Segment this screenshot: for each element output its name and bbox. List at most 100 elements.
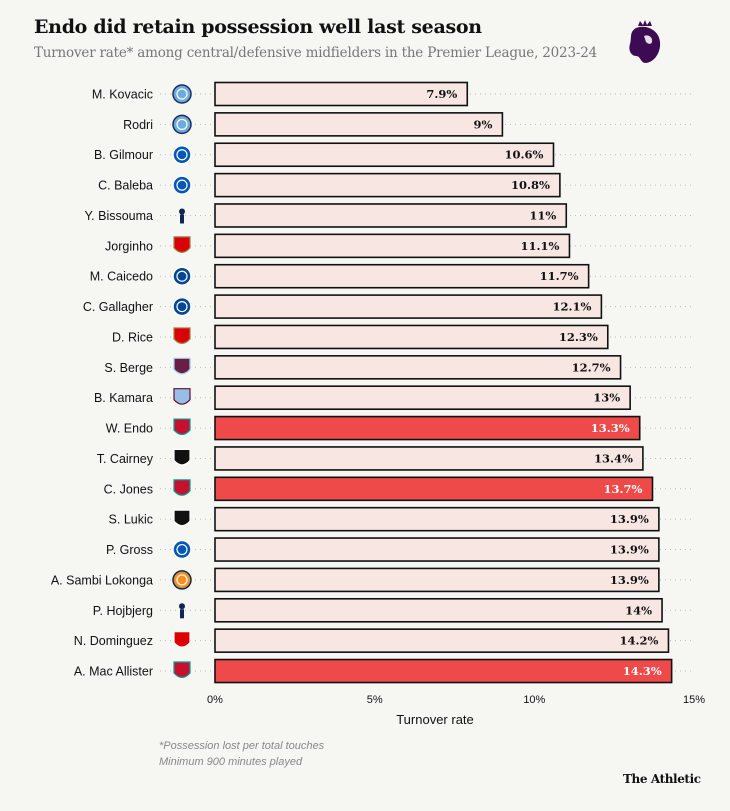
club-crest-icon: [173, 388, 191, 405]
player-label-b-kamara: B. Kamara: [94, 391, 153, 405]
player-label-n-dominguez: N. Dominguez: [74, 634, 153, 648]
value-label-a-sambi-lokonga: 13.9%: [610, 573, 649, 587]
value-label-p-gross: 13.9%: [610, 543, 649, 557]
club-crest-icon: [172, 84, 192, 104]
value-label-y-bissouma: 11%: [529, 208, 556, 222]
club-crest-icon: [180, 609, 184, 619]
player-label-t-cairney: T. Cairney: [97, 452, 154, 466]
player-label-c-jones: C. Jones: [104, 482, 153, 496]
club-crest-icon: [176, 149, 188, 161]
club-crest-icon: [173, 236, 191, 253]
player-label-p-hojbjerg: P. Hojbjerg: [93, 604, 153, 618]
x-tick-label: 10%: [523, 694, 545, 706]
value-label-c-gallagher: 12.1%: [552, 300, 591, 314]
value-label-n-dominguez: 14.2%: [620, 634, 659, 648]
player-label-a-sambi-lokonga: A. Sambi Lokonga: [51, 573, 153, 587]
club-crest-icon: [176, 300, 188, 313]
player-label-jorginho: Jorginho: [105, 239, 153, 253]
club-crest-icon: [172, 144, 192, 165]
value-label-t-cairney: 13.4%: [594, 451, 633, 465]
club-crest-icon: [176, 574, 188, 586]
footnote: *Possession lost per total touches Minim…: [159, 738, 324, 770]
club-crest-icon: [176, 88, 188, 100]
club-crest-icon: [176, 118, 188, 130]
player-label-m-kovacic: M. Kovacic: [92, 88, 153, 102]
club-crest-icon: [173, 479, 191, 496]
value-label-m-kovacic: 7.9%: [426, 87, 457, 101]
club-crest-icon: [173, 418, 191, 436]
value-label-b-kamara: 13%: [593, 391, 620, 405]
player-label-p-gross: P. Gross: [106, 543, 153, 557]
club-crest-icon: [172, 175, 192, 195]
value-label-m-caicedo: 11.7%: [540, 269, 579, 283]
value-label-s-lukic: 13.9%: [610, 512, 649, 526]
value-label-c-jones: 13.7%: [604, 482, 643, 496]
player-label-c-gallagher: C. Gallagher: [83, 300, 153, 314]
club-crest-icon: [176, 270, 188, 282]
bar-a-mac-allister: [214, 658, 673, 684]
bar-m-kovacic: [214, 81, 469, 107]
value-label-a-mac-allister: 14.3%: [623, 664, 662, 678]
x-tick-label: 0%: [207, 694, 223, 706]
value-label-rodri: 9%: [473, 117, 492, 131]
club-crest-icon: [176, 179, 188, 191]
bar-n-dominguez: [214, 628, 670, 653]
bar-t-cairney: [214, 446, 644, 471]
chart-title: Endo did retain possession well last sea…: [34, 16, 482, 38]
club-crest-icon: [180, 214, 184, 224]
bar-c-jones: [214, 476, 654, 502]
player-label-b-gilmour: B. Gilmour: [94, 148, 153, 162]
club-crest-icon: [173, 448, 191, 466]
value-label-p-hojbjerg: 14%: [625, 603, 652, 617]
player-label-w-endo: W. Endo: [106, 422, 153, 436]
footnote-line-1: *Possession lost per total touches: [159, 740, 325, 752]
player-label-rodri: Rodri: [123, 118, 153, 132]
club-crest-icon: [173, 509, 191, 527]
club-crest-icon: [173, 327, 191, 345]
player-label-m-caicedo: M. Caicedo: [90, 270, 153, 284]
x-tick-label: 5%: [367, 694, 383, 706]
value-label-c-baleba: 10.8%: [511, 178, 550, 192]
x-tick-label: 15%: [683, 694, 705, 706]
value-label-d-rice: 12.3%: [559, 330, 598, 344]
club-crest-icon: [172, 570, 192, 590]
value-label-s-berge: 12.7%: [572, 360, 611, 374]
club-crest-icon: [179, 208, 185, 215]
bar-p-hojbjerg: [214, 597, 663, 623]
bar-rodri: [214, 112, 504, 137]
player-label-y-bissouma: Y. Bissouma: [84, 209, 153, 223]
bar-chart: M. Kovacic 7.9% Rodri 9% B. Gilmour 10.6% C. B…: [51, 81, 705, 706]
club-crest-icon: [173, 357, 191, 375]
bar-c-baleba: [214, 172, 561, 198]
value-label-w-endo: 13.3%: [591, 421, 630, 435]
bar-b-kamara: [214, 385, 631, 411]
club-crest-icon: [172, 114, 192, 135]
bar-y-bissouma: [214, 203, 568, 228]
club-crest-icon: [173, 631, 191, 648]
club-crest-icon: [172, 266, 192, 286]
player-label-a-mac-allister: A. Mac Allister: [74, 665, 153, 679]
bar-c-gallagher: [214, 294, 603, 319]
club-crest-icon: [179, 603, 185, 610]
player-label-s-lukic: S. Lukic: [109, 513, 153, 527]
bar-a-sambi-lokonga: [214, 567, 660, 593]
x-axis-label: Turnover rate: [396, 712, 474, 727]
footnote-line-2: Minimum 900 minutes played: [159, 756, 303, 768]
bar-w-endo: [214, 415, 641, 441]
player-label-c-baleba: C. Baleba: [98, 179, 153, 193]
bar-jorginho: [214, 233, 571, 259]
chart-subtitle: Turnover rate* among central/defensive m…: [34, 45, 597, 61]
player-label-s-berge: S. Berge: [104, 361, 153, 375]
bar-b-gilmour: [214, 142, 555, 168]
value-label-b-gilmour: 10.6%: [505, 148, 544, 162]
bar-p-gross: [214, 537, 660, 562]
premier-league-lion-icon: [629, 20, 661, 63]
the-athletic-logo: The Athletic: [623, 772, 701, 786]
club-crest-icon: [172, 296, 192, 317]
bar-s-berge: [214, 355, 622, 380]
club-crest-icon: [176, 543, 188, 556]
club-crest-icon: [172, 539, 192, 560]
bar-m-caicedo: [214, 263, 590, 289]
value-label-jorginho: 11.1%: [521, 239, 560, 253]
bar-s-lukic: [214, 506, 660, 532]
